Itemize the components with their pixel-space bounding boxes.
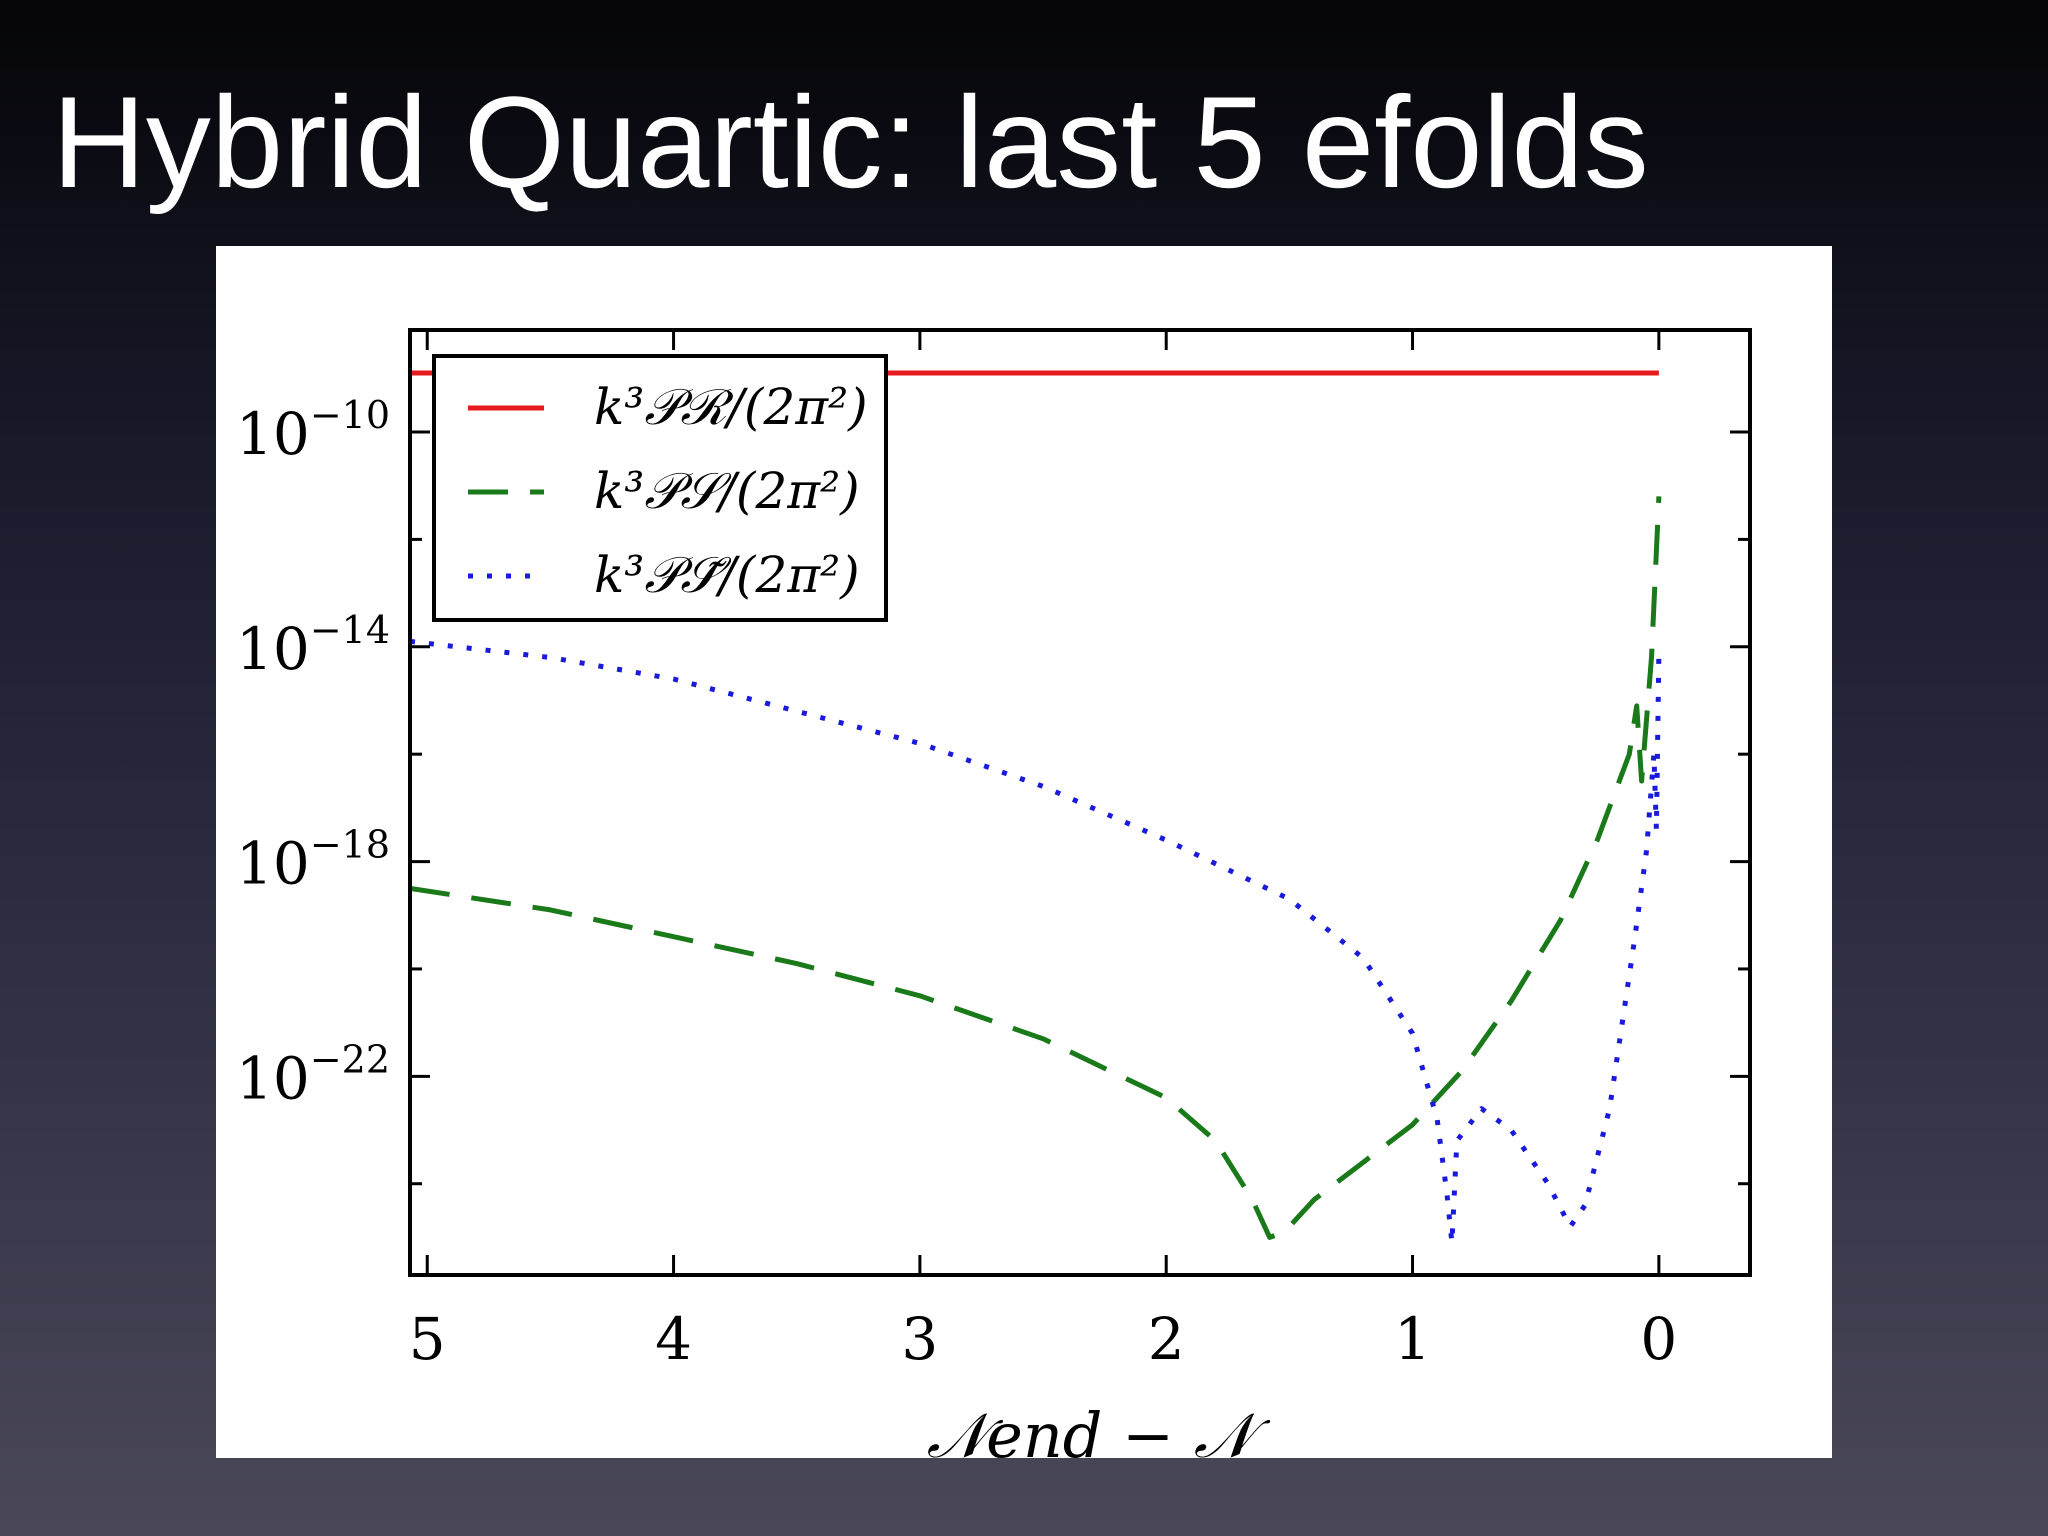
chart-panel: 5 4 3 2 1 0 10−10 10−14 10−18 10−22 𝒩end − 𝒩 k³𝒫ℛ… — [216, 246, 1832, 1458]
x-tick-label: 1 — [1394, 1305, 1431, 1373]
series-line-3 — [409, 638, 1662, 1246]
y-tick-label: 10−22 — [236, 1037, 390, 1112]
x-tick-label: 4 — [655, 1305, 692, 1373]
ticks-layer: 5 4 3 2 1 0 10−10 10−14 10−18 10−22 — [236, 330, 1750, 1373]
legend: k³𝒫ℛ/(2π²) k³𝒫𝒮/(2π²) k³𝒫𝒮̃/(2π²) — [432, 354, 888, 622]
legend-label-1: k³𝒫ℛ/(2π²) — [594, 378, 868, 436]
x-tick-label: 3 — [901, 1305, 938, 1373]
legend-label-3: k³𝒫𝒮̃/(2π²) — [594, 546, 860, 604]
line-chart: 5 4 3 2 1 0 10−10 10−14 10−18 10−22 𝒩end − 𝒩 k³𝒫ℛ… — [236, 328, 1752, 1458]
series-line-2 — [409, 496, 1662, 1240]
x-tick-label: 2 — [1148, 1305, 1185, 1373]
y-tick-label: 10−18 — [236, 823, 390, 898]
slide-title: Hybrid Quartic: last 5 efolds — [52, 69, 1649, 215]
x-axis-title: 𝒩end − 𝒩 — [927, 1399, 1271, 1458]
plot-frame — [408, 328, 1752, 1277]
x-tick-label: 5 — [409, 1305, 446, 1373]
x-tick-label: 0 — [1640, 1305, 1677, 1373]
legend-label-2: k³𝒫𝒮/(2π²) — [594, 462, 860, 520]
y-tick-label: 10−14 — [236, 608, 390, 683]
y-tick-label: 10−10 — [236, 393, 390, 468]
